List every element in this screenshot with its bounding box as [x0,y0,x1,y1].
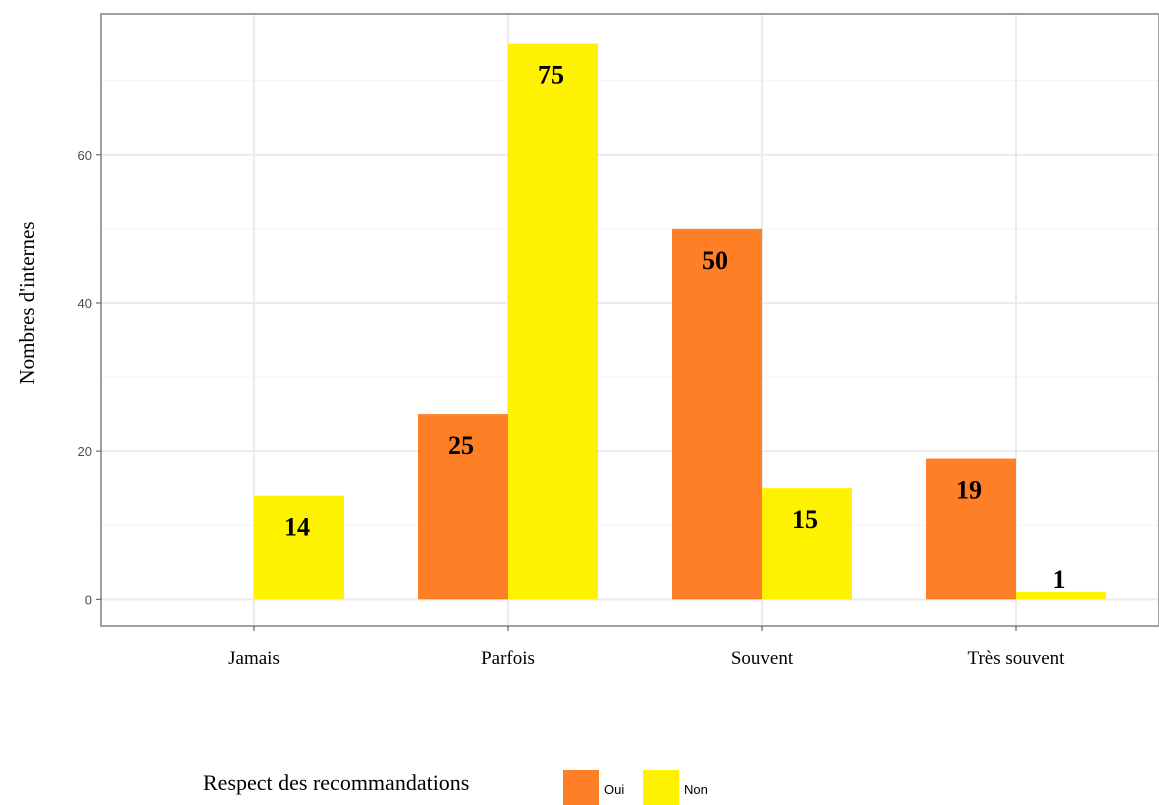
legend-label: Oui [604,782,624,797]
y-axis-title: Nombres d'internes [15,222,39,385]
bar [508,43,598,600]
legend-title: Respect des recommandations [203,770,469,795]
y-tick-label: 60 [78,148,92,163]
y-tick-label: 0 [85,592,92,607]
data-label: 14 [284,513,310,542]
bars [254,43,1106,600]
x-tick-label: Très souvent [968,648,1066,669]
bar [926,458,1016,600]
data-label: 75 [538,61,564,90]
legend-items: Oui Non [563,770,708,805]
data-label: 25 [448,431,474,460]
legend-key [643,770,679,805]
data-label: 19 [956,476,982,505]
bar [762,488,852,600]
bar [672,228,762,600]
bar [1016,591,1106,600]
y-axis-ticks: 0 20 40 60 [78,148,101,607]
y-tick-label: 20 [78,444,92,459]
data-labels: 25 50 19 14 75 15 1 [284,61,1066,594]
x-tick-label: Parfois [481,648,535,669]
data-label: 15 [792,505,818,534]
x-tick-label: Jamais [228,648,280,669]
legend: Respect des recommandations Oui Non [203,770,708,805]
bar [418,414,508,600]
legend-label: Non [684,782,708,797]
legend-key [563,770,599,805]
y-tick-label: 40 [78,296,92,311]
data-label: 1 [1053,565,1066,594]
bar [254,495,344,600]
x-axis-ticks: Jamais Parfois Souvent Très souvent [228,626,1065,669]
panel-border [100,13,1159,627]
x-tick-label: Souvent [731,648,794,669]
data-label: 50 [702,246,728,275]
